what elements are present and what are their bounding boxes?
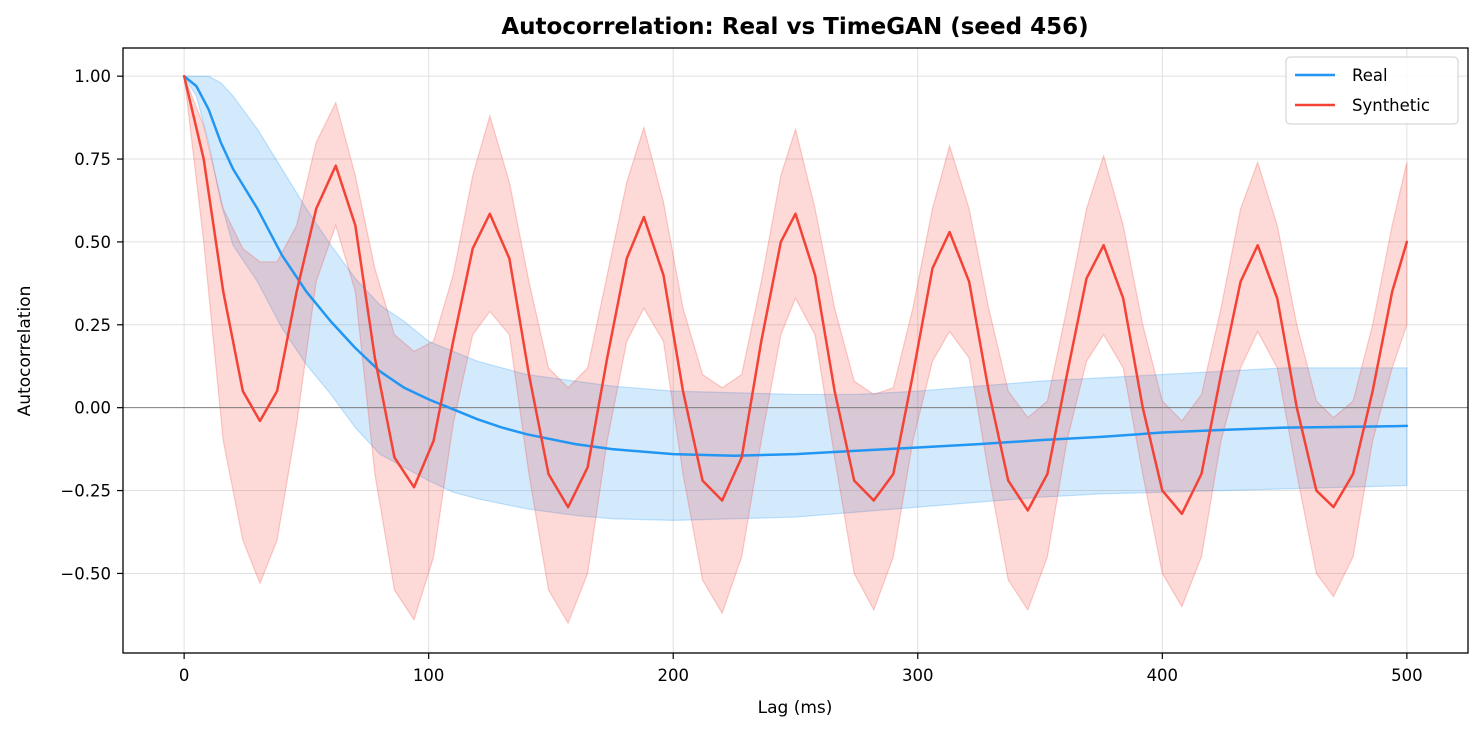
y-tick-label: 0.00: [74, 399, 111, 418]
line-synthetic: [182, 74, 1409, 516]
x-tick-label: 0: [179, 666, 190, 685]
legend-label-synthetic: Synthetic: [1352, 96, 1430, 115]
axis-ticks: 0 100 200 300 400 500 1.00 0.75 0.50 0.25 0.00 −0.2…: [60, 67, 1422, 685]
x-tick-label: 400: [1147, 666, 1179, 685]
x-tick-label: 300: [902, 666, 934, 685]
series-lines: [182, 74, 1409, 516]
x-tick-label: 200: [657, 666, 689, 685]
legend: Real Synthetic: [1285, 56, 1459, 125]
y-tick-label: 0.75: [74, 150, 111, 169]
x-tick-label: 100: [413, 666, 445, 685]
y-tick-label: −0.50: [60, 564, 111, 583]
band-synthetic: [183, 75, 1408, 625]
y-tick-label: 0.25: [74, 316, 111, 335]
legend-label-real: Real: [1352, 66, 1388, 85]
y-tick-label: 0.50: [74, 233, 111, 252]
x-tick-label: 500: [1391, 666, 1423, 685]
chart-title: Autocorrelation: Real vs TimeGAN (seed 4…: [501, 14, 1088, 40]
line-real: [182, 74, 1409, 457]
plot-frame: [122, 47, 1469, 654]
y-tick-label: 1.00: [74, 67, 111, 86]
y-axis-label: Autocorrelation: [15, 286, 35, 417]
y-tick-label: −0.25: [60, 482, 111, 501]
x-axis-label: Lag (ms): [758, 698, 833, 718]
confidence-bands: [183, 75, 1408, 625]
